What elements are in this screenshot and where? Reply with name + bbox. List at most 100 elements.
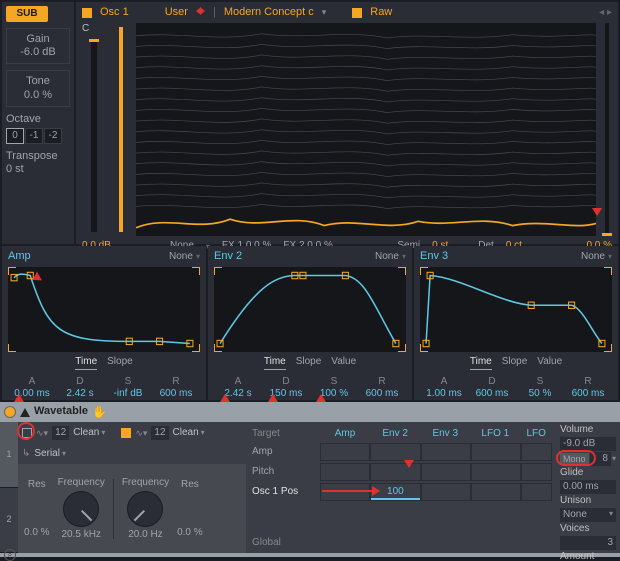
mod-src-amp[interactable]: Amp — [320, 426, 370, 442]
device-fold-icon[interactable] — [20, 408, 30, 417]
osc1-pitch-note[interactable]: C — [82, 23, 106, 35]
env-param-value[interactable]: -inf dB — [104, 388, 152, 400]
env-param-value[interactable]: 2.42 s — [214, 388, 262, 400]
unison-mode-dropdown[interactable]: None▾ — [560, 508, 616, 522]
env-param-value[interactable]: 1.00 ms — [420, 388, 468, 400]
poly-voices-value[interactable]: 8 — [590, 452, 611, 466]
env-tab-time[interactable]: Time — [75, 356, 97, 370]
env-param-header: S — [310, 376, 358, 388]
env-tab-slope[interactable]: Slope — [502, 356, 528, 370]
env-param-value[interactable]: 600 ms — [358, 388, 406, 400]
filter2-freq-knob[interactable] — [127, 491, 163, 527]
mod-cell[interactable] — [521, 443, 552, 461]
osc2-mini-mode[interactable]: Clean — [173, 427, 205, 439]
mod-cell[interactable]: 100 — [370, 483, 420, 501]
mod-cell[interactable] — [521, 483, 552, 501]
unison-label: Unison — [560, 495, 616, 507]
osc2-unison-value[interactable]: 12 — [151, 426, 168, 440]
device-activator-button[interactable] — [4, 406, 16, 418]
mod-cell[interactable] — [320, 483, 370, 501]
env-param-value[interactable]: 2.42 s — [56, 388, 104, 400]
routing-row: ↳ Serial — [18, 444, 246, 464]
env-mod-dropdown[interactable]: None — [375, 251, 399, 262]
env-param-value[interactable]: 150 ms — [262, 388, 310, 400]
env-tab-value[interactable]: Value — [537, 356, 562, 370]
filter1-freq-value[interactable]: 20.5 kHz — [58, 529, 105, 541]
envelope-display[interactable] — [420, 267, 612, 352]
mod-cell[interactable] — [471, 443, 521, 461]
poly-mode-button[interactable]: Mono — [560, 453, 589, 466]
mod-cell[interactable] — [370, 443, 420, 461]
filter2-res-label: Res — [177, 479, 203, 491]
voices-value[interactable]: 3 — [560, 536, 616, 550]
routing-mode-dropdown[interactable]: Serial — [34, 448, 66, 460]
volume-value[interactable]: -9.0 dB — [560, 437, 616, 451]
osc-tab-2[interactable]: 2 — [0, 488, 18, 554]
osc-nav-arrows[interactable]: ◂ ▸ — [599, 7, 612, 19]
osc1-gain-slider[interactable] — [112, 23, 130, 236]
wavetable-display[interactable] — [136, 23, 596, 236]
sub-tone-value[interactable]: 0.0 % — [9, 89, 67, 102]
env-tab-slope[interactable]: Slope — [296, 356, 322, 370]
mod-cell[interactable] — [521, 463, 552, 481]
mod-src-lfo2[interactable]: LFO — [520, 426, 552, 442]
env-param-value[interactable]: 0.00 ms — [8, 388, 56, 400]
glide-value[interactable]: 0.00 ms — [560, 480, 616, 494]
filter2-freq-value[interactable]: 20.0 Hz — [122, 529, 169, 541]
filter2-res-value[interactable]: 0.0 % — [177, 527, 203, 539]
filter1-freq-knob[interactable] — [63, 491, 99, 527]
osc1-preset-dropdown[interactable]: Modern Concept c — [224, 6, 314, 19]
env-tab-time[interactable]: Time — [470, 356, 492, 370]
octave-0-button[interactable]: 0 — [6, 128, 24, 144]
mod-cell[interactable] — [370, 463, 420, 481]
filter1-res-value[interactable]: 0.0 % — [24, 527, 50, 539]
env-param-header: A — [214, 376, 262, 388]
osc2-mini-enable[interactable] — [121, 428, 131, 438]
sub-transpose-value[interactable]: 0 st — [6, 163, 70, 176]
osc1-category-dropdown[interactable]: User — [165, 6, 188, 19]
osc1-pitch-slider[interactable] — [91, 39, 97, 232]
sub-gain-group: Gain -6.0 dB — [6, 28, 70, 64]
mod-cell[interactable] — [471, 463, 521, 481]
osc1-mode-dropdown[interactable]: Raw — [370, 6, 392, 19]
osc1-wave-icon[interactable]: ∿▾ — [36, 428, 48, 439]
env-param-header: S — [104, 376, 152, 388]
env-param-value[interactable]: 600 ms — [564, 388, 612, 400]
env-param-value[interactable]: 50 % — [516, 388, 564, 400]
osc1-mini-mode[interactable]: Clean — [73, 427, 105, 439]
osc1-position-slider[interactable] — [602, 23, 612, 236]
env-mod-dropdown[interactable]: None — [169, 251, 193, 262]
mod-cell[interactable] — [421, 443, 471, 461]
mod-cell[interactable] — [421, 483, 471, 501]
env-param-header: R — [564, 376, 612, 388]
env-tab-value[interactable]: Value — [331, 356, 356, 370]
osc1-mini-enable[interactable] — [22, 428, 32, 438]
filter2-freq-group: Frequency 20.0 Hz — [122, 477, 169, 541]
env-tab-time[interactable]: Time — [264, 356, 286, 370]
osc2-wave-icon[interactable]: ∿▾ — [135, 428, 147, 439]
env-tab-slope[interactable]: Slope — [107, 356, 133, 370]
osc-tab-1[interactable]: 1 — [0, 422, 18, 488]
env-mod-dropdown[interactable]: None — [581, 251, 605, 262]
osc1-enable-icon[interactable] — [82, 8, 92, 18]
mod-src-env2[interactable]: Env 2 — [370, 426, 420, 442]
envelope-display[interactable] — [214, 267, 406, 352]
mod-cell[interactable] — [320, 443, 370, 461]
osc1-unison-value[interactable]: 12 — [52, 426, 69, 440]
mod-cell[interactable] — [421, 463, 471, 481]
envelope-display[interactable] — [8, 267, 200, 352]
mod-src-env3[interactable]: Env 3 — [420, 426, 470, 442]
mod-src-lfo1[interactable]: LFO 1 — [470, 426, 520, 442]
mod-cell[interactable] — [320, 463, 370, 481]
env-param-value[interactable]: 600 ms — [152, 388, 200, 400]
env-param-value[interactable]: 600 ms — [468, 388, 516, 400]
sub-enable-button[interactable]: SUB — [6, 6, 48, 22]
mod-row-label: Pitch — [250, 466, 320, 478]
osc1-mode-icon[interactable] — [352, 8, 362, 18]
env-param-value[interactable]: 100 % — [310, 388, 358, 400]
search-icon[interactable]: ⌕ — [4, 549, 16, 561]
mod-cell[interactable] — [471, 483, 521, 501]
sub-gain-value[interactable]: -6.0 dB — [9, 46, 67, 59]
octave-minus2-button[interactable]: -2 — [44, 128, 62, 144]
octave-minus1-button[interactable]: -1 — [25, 128, 43, 144]
